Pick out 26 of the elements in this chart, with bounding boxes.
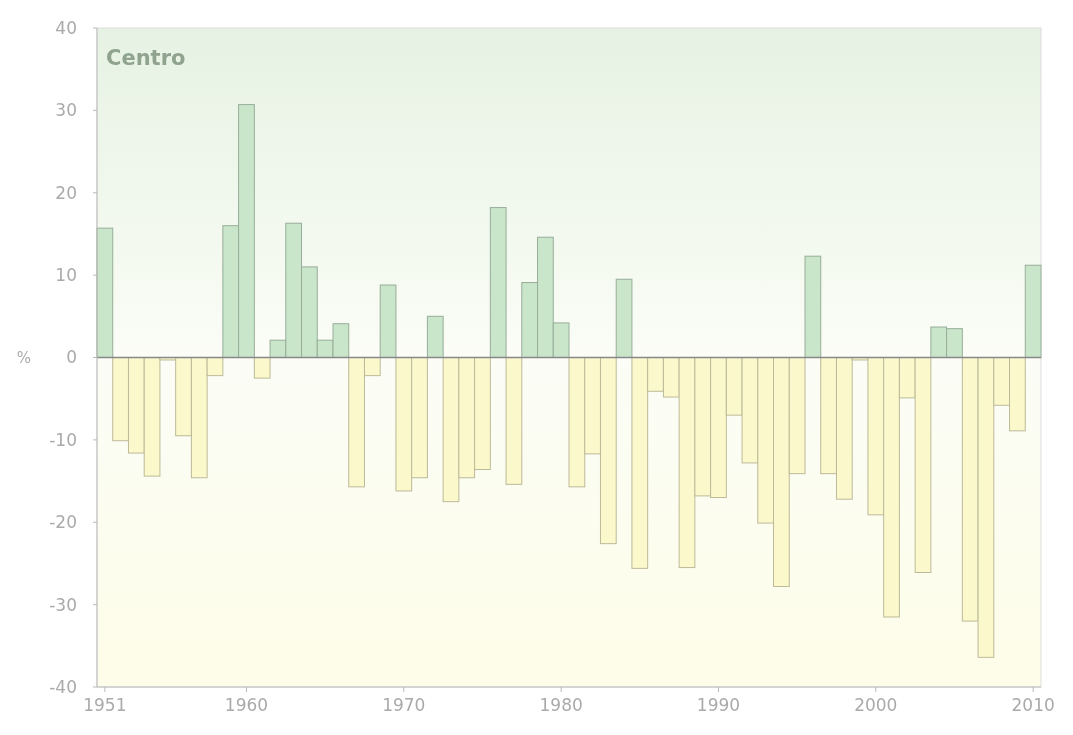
x-tick-label: 2010: [1011, 695, 1055, 715]
bar: [489, 207, 507, 358]
y-tick-label: 30: [55, 100, 77, 121]
y-tick-label: -40: [49, 676, 77, 697]
y-tick-label: 10: [55, 265, 77, 286]
x-tick-label: 1980: [539, 695, 583, 715]
y-tick-label: 40: [55, 17, 77, 38]
bar: [1024, 264, 1042, 358]
bar: [615, 278, 633, 358]
x-tick-label: 1970: [382, 695, 426, 715]
y-tick-label: -10: [49, 429, 77, 450]
y-tick-label: -30: [49, 594, 77, 615]
x-tick-label: 1990: [696, 695, 741, 715]
y-tick-label: -20: [49, 512, 77, 533]
bar: [379, 284, 397, 358]
x-tick-label: 1951: [83, 695, 127, 715]
x-tick-label: 1960: [224, 695, 269, 715]
bar: [426, 315, 444, 358]
x-tick-label: 2000: [854, 695, 898, 715]
y-axis-title: %: [16, 348, 32, 367]
bar: [253, 357, 271, 379]
bar: [804, 255, 822, 358]
bar: [505, 357, 523, 485]
text: Centro: [106, 46, 186, 70]
y-tick-label: 20: [55, 182, 77, 203]
y-tick-label: 0: [66, 347, 77, 368]
